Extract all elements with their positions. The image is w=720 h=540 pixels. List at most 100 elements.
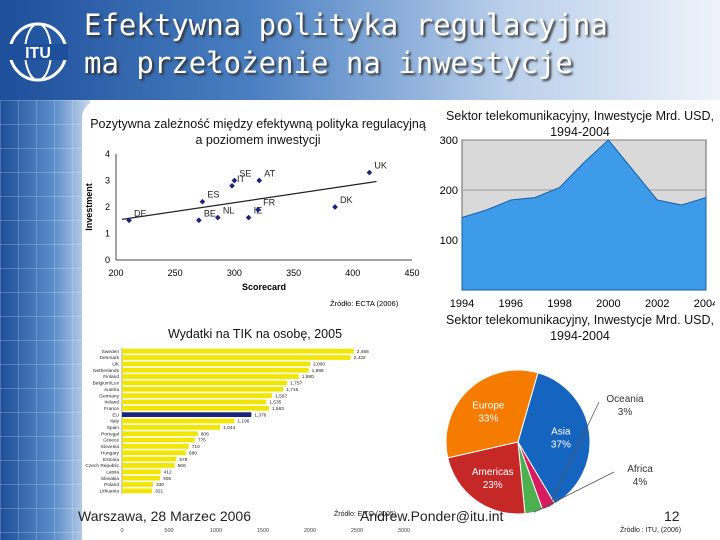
footer-location-date: Warszawa, 28 Marzec 2006 — [78, 508, 251, 524]
scatter-chart: 0 1 2 3 4 200 250 300 350 400 450 Investment Scoreca… — [84, 149, 420, 308]
area-x-tick: 2004 — [694, 298, 715, 310]
bar — [122, 380, 288, 386]
bar-category-label: Greece — [103, 438, 119, 444]
pie-slice-value: 4% — [633, 477, 648, 488]
pie-slice — [517, 372, 591, 505]
area-chart: 100 200 300 1994 1996 1998 2000 2002 2004 — [440, 135, 715, 310]
scatter-y-tick: 3 — [105, 176, 110, 186]
bar-data-label: 1,597 — [275, 393, 287, 399]
bar-category-label: France — [104, 406, 119, 412]
scatter-y-label: Investment — [84, 183, 94, 231]
pie-leader-line — [548, 401, 600, 508]
scatter-point-label: FR — [263, 198, 275, 208]
scatter-x-tick: 250 — [168, 268, 183, 278]
bar — [122, 393, 273, 398]
bar-data-label: 1,986 — [312, 368, 324, 374]
bar-x-tick: 500 — [164, 528, 173, 534]
scatter-point-label: ES — [207, 190, 219, 200]
bar-data-label: 775 — [198, 438, 206, 444]
bar-data-label: 1,563 — [272, 406, 284, 412]
bar-category-label: Finland — [103, 374, 119, 380]
area-y-tick: 200 — [440, 185, 458, 197]
scatter-y-tick: 0 — [105, 255, 110, 265]
bar — [122, 450, 186, 456]
bar-data-label: 680 — [189, 450, 197, 456]
bar-x-tick: 2000 — [304, 528, 316, 534]
bar-x-tick: 2500 — [351, 528, 363, 534]
background-grid — [0, 100, 90, 540]
scatter-point-label: NL — [223, 206, 235, 216]
footer-email: Andrew.Ponder@itu.int — [360, 508, 504, 524]
bar-data-label: 1,535 — [269, 400, 281, 406]
bar-category-label: Sweden — [102, 349, 120, 355]
bar-x-tick: 1000 — [210, 528, 222, 534]
area-x-tick: 1998 — [547, 298, 571, 310]
scatter-point — [199, 198, 206, 205]
pie-slice — [445, 369, 539, 459]
area-series — [461, 139, 707, 291]
title-line-2: ma przełożenie na inwestycje — [84, 46, 573, 80]
scatter-point — [366, 169, 373, 176]
scatter-x-tick: 450 — [404, 268, 419, 278]
scatter-y-tick: 1 — [105, 229, 110, 239]
bar-category-label: EU — [112, 412, 119, 418]
bar — [122, 456, 177, 462]
scatter-point-label: SE — [239, 169, 251, 179]
bar — [122, 386, 284, 392]
bar — [122, 475, 161, 481]
area-x-tick: 2000 — [596, 298, 620, 310]
scatter-point — [255, 206, 261, 213]
bar-category-label: Latvia — [106, 469, 119, 475]
bar — [122, 482, 154, 487]
bar-category-label: Netherlands — [93, 368, 119, 374]
bar-category-label: Austria — [104, 387, 119, 393]
pie-slice-value: 37% — [551, 439, 571, 450]
area-x-tick: 2002 — [645, 298, 669, 310]
bar-category-label: UK — [112, 362, 119, 368]
bar-data-label: 405 — [163, 476, 171, 482]
scatter-point — [196, 217, 202, 224]
pie-source: Źródło : ITU, (2006) — [620, 525, 681, 534]
pie-slice-name: Oceania — [606, 394, 644, 405]
bar-data-label: 330 — [156, 482, 164, 488]
bar-category-label: Germany — [99, 393, 119, 399]
bar-category-label: Spain — [107, 425, 120, 431]
background-top — [0, 0, 720, 100]
pie-slice-name: Europe — [472, 401, 505, 412]
bar-data-label: 2,000 — [313, 362, 325, 368]
bar — [122, 431, 198, 437]
bar-data-label: 1,880 — [302, 374, 314, 380]
bar-category-label: Portugal — [101, 431, 119, 437]
pie-slice-name: Americas — [472, 467, 514, 478]
bar — [122, 374, 299, 379]
bar — [122, 444, 189, 449]
bar-category-label: Slovakia — [101, 476, 119, 482]
pie-leader-line — [533, 471, 615, 513]
bar-data-label: 1,757 — [290, 381, 302, 387]
scatter-point-label: AT — [264, 169, 275, 179]
pie-chart: Asia 37% Oceania 3% Africa 4% Americas 23% Europ… — [445, 369, 681, 534]
scatter-point-label: BE — [204, 208, 216, 218]
pie-slice-value: 23% — [483, 480, 503, 491]
area-x-tick: 1994 — [450, 298, 474, 310]
area-x-tick: 1996 — [499, 298, 523, 310]
scatter-x-tick: 300 — [227, 268, 242, 278]
bar-category-label: Poland — [104, 482, 119, 488]
scatter-x-tick: 200 — [108, 268, 123, 278]
scatter-point — [214, 214, 221, 221]
area-title: Sektor telekomunikacyjny, Inwestycje Mrd… — [446, 109, 714, 139]
bar-category-label: Hungary — [101, 450, 120, 456]
scatter-title: Pozytywna zależność między efektywną pol… — [90, 117, 426, 147]
title-line-1: Efektywna polityka regulacyjna — [84, 8, 608, 42]
bar-category-label: Ireland — [104, 400, 119, 406]
bar-data-label: 2,466 — [357, 349, 369, 355]
bar-data-label: 412 — [164, 469, 172, 475]
area-y-tick: 100 — [440, 235, 458, 247]
pie-slice-value: 33% — [478, 414, 498, 425]
bar — [122, 399, 267, 405]
bar — [122, 469, 161, 475]
itu-logo: ITU — [8, 22, 68, 82]
bar-x-tick: 0 — [120, 528, 123, 534]
bar — [122, 405, 269, 411]
area-y-tick: 300 — [440, 135, 458, 147]
